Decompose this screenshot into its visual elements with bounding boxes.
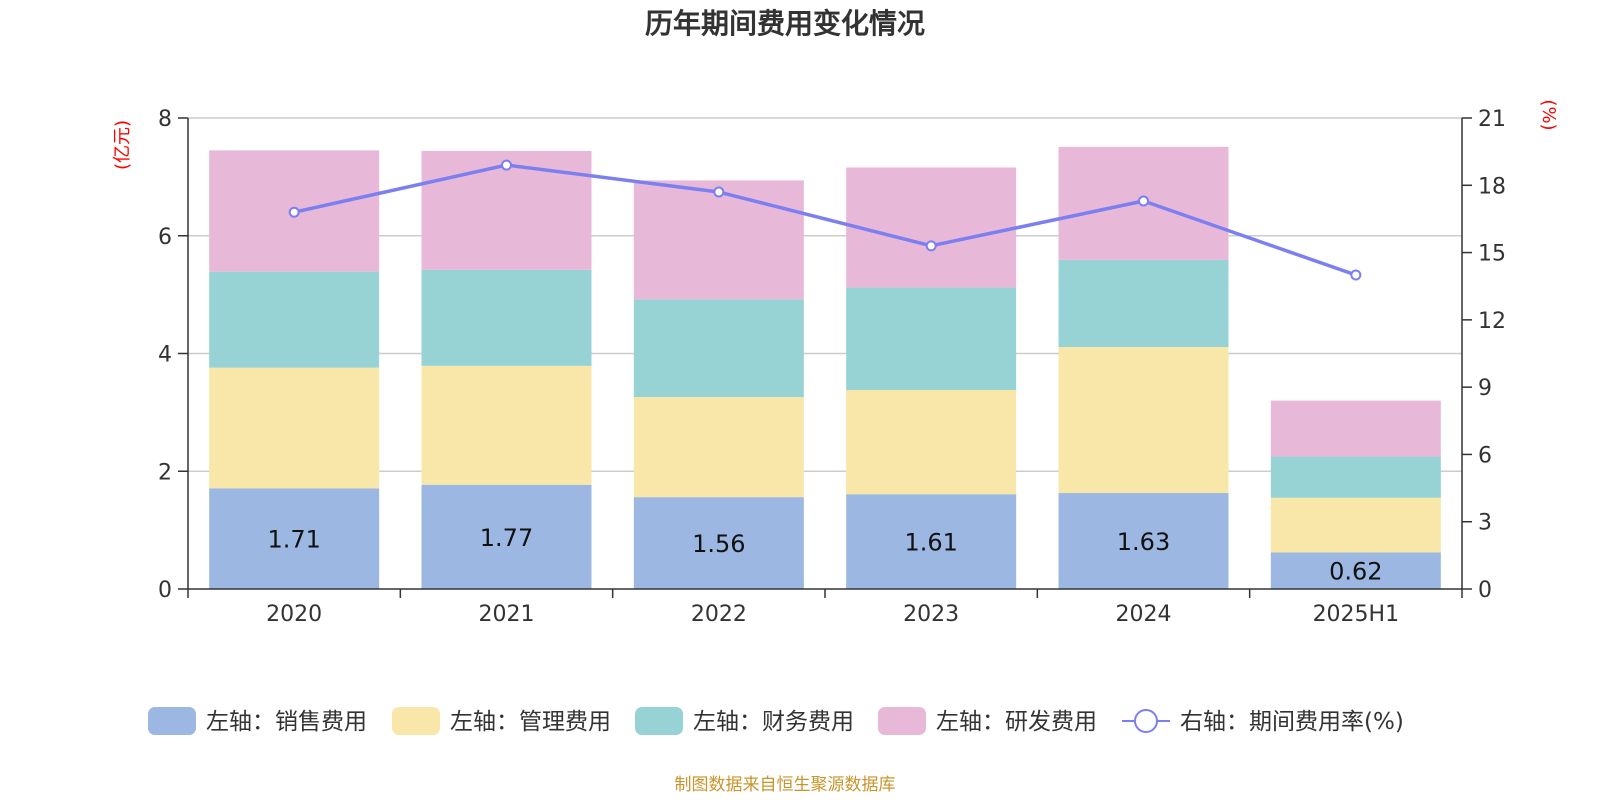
rate-point	[1138, 195, 1149, 207]
right-axis-tick-label: 6	[1478, 443, 1492, 468]
rate-point	[1350, 269, 1362, 281]
rate-point	[713, 186, 725, 198]
rate-point	[501, 159, 512, 171]
bar-data-label: 1.77	[480, 524, 533, 552]
bar-segment	[1270, 400, 1441, 457]
right-axis-tick-label: 15	[1478, 242, 1506, 267]
x-axis-tick-label: 2023	[903, 602, 959, 627]
bar-segment	[633, 497, 804, 589]
legend: 左轴：销售费用 左轴：管理费用 左轴：财务费用 左轴：研发费用 右轴：期间费用率(%)	[148, 707, 1404, 735]
left-axis-tick-label: 2	[158, 460, 172, 485]
rate-point	[925, 240, 937, 252]
bar-segment	[633, 397, 804, 498]
grid-layer	[188, 117, 1462, 472]
bar-segment	[1058, 259, 1229, 348]
bar-segment	[421, 269, 592, 366]
right-axis-tick-label: 3	[1478, 511, 1492, 536]
bar-data-label: 1.71	[267, 526, 320, 554]
x-axis-tick-label: 2024	[1116, 602, 1172, 627]
legend-swatch	[148, 707, 196, 735]
left-axis-tick-label: 6	[158, 225, 172, 250]
left-axis-unit: (亿元)	[112, 120, 133, 170]
legend-swatch	[635, 707, 683, 735]
bar-data-label: 1.63	[1117, 528, 1170, 556]
right-axis-tick-label: 9	[1478, 376, 1492, 401]
legend-label: 左轴：研发费用	[936, 709, 1097, 735]
legend-marker	[1134, 709, 1158, 733]
x-axis-tick-label: 2022	[691, 602, 747, 627]
bar-data-label: 1.56	[692, 530, 745, 558]
legend-label: 左轴：管理费用	[450, 709, 611, 735]
bar-segment	[209, 367, 380, 489]
bar-segment	[1270, 497, 1441, 553]
bar-segment	[633, 180, 804, 300]
right-axis-tick-label: 12	[1478, 309, 1506, 334]
legend-swatch	[392, 707, 440, 735]
right-axis-tick-label: 0	[1478, 578, 1492, 603]
legend-label: 左轴：销售费用	[206, 709, 367, 735]
bar-segment	[846, 390, 1017, 495]
line-layer	[288, 159, 1362, 281]
legend-label: 右轴：期间费用率(%)	[1180, 709, 1404, 735]
chart-title: 历年期间费用变化情况	[645, 7, 925, 40]
rate-line	[293, 163, 1357, 277]
right-axis-unit: (%)	[1538, 99, 1559, 130]
left-axis-tick-label: 8	[158, 107, 172, 132]
bar-segment	[1270, 456, 1441, 498]
rate-point	[288, 206, 300, 218]
data-label-layer: 1.71 1.77 1.56 1.61 1.63 0.62	[267, 524, 1382, 586]
bar-segment	[421, 484, 592, 589]
bar-data-label: 0.62	[1329, 558, 1382, 586]
x-axis-tick-label: 2025H1	[1313, 602, 1400, 627]
bar-segment	[1270, 552, 1441, 589]
bar-segment	[633, 299, 804, 398]
legend-swatch	[878, 707, 926, 735]
left-axis-tick-label: 4	[158, 343, 172, 368]
bar-layer	[209, 146, 1441, 589]
left-axis-tick-label: 0	[158, 578, 172, 603]
axis-layer: 0 2 4 6 8 0 3 6 9 12 15 18 21 2020 2021 2022 2023 2024 202…	[158, 107, 1506, 627]
legend-label: 左轴：财务费用	[693, 709, 854, 735]
bar-segment	[846, 167, 1017, 288]
x-axis-tick-label: 2020	[266, 602, 322, 627]
source-note: 制图数据来自恒生聚源数据库	[675, 775, 896, 795]
bar-segment	[209, 271, 380, 368]
right-axis-tick-label: 21	[1478, 107, 1506, 132]
bar-segment	[421, 365, 592, 485]
right-axis-tick-label: 18	[1478, 174, 1506, 199]
bar-segment	[209, 488, 380, 589]
bar-segment	[846, 287, 1017, 391]
bar-segment	[846, 494, 1017, 589]
bar-segment	[1058, 347, 1229, 494]
bar-segment	[1058, 493, 1229, 589]
bar-data-label: 1.61	[904, 529, 957, 557]
x-axis-tick-label: 2021	[479, 602, 535, 627]
